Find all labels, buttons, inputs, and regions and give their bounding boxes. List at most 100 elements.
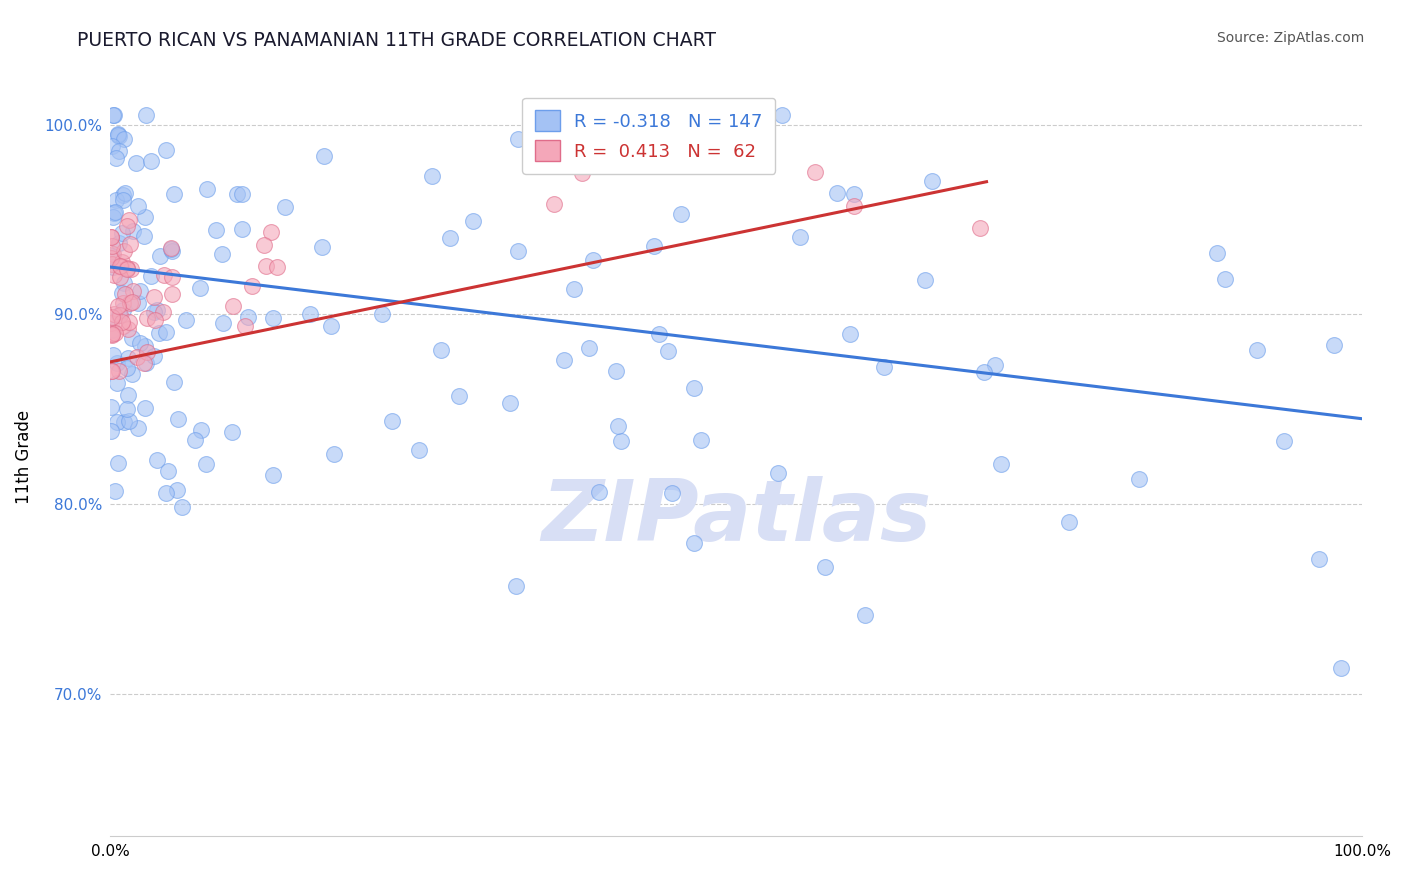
Point — [143, 305, 166, 319]
Point — [127, 199, 149, 213]
Point — [142, 349, 165, 363]
Point — [240, 279, 263, 293]
Point — [657, 343, 679, 358]
Legend: R = -0.318   N = 147, R =  0.413   N =  62: R = -0.318 N = 147, R = 0.413 N = 62 — [522, 98, 775, 174]
Point — [921, 174, 943, 188]
Point — [430, 343, 453, 358]
Point — [110, 260, 132, 274]
Point — [143, 290, 166, 304]
Point — [103, 308, 125, 322]
Point — [508, 132, 530, 146]
Point — [108, 259, 131, 273]
Point — [262, 311, 284, 326]
Point — [105, 376, 128, 390]
Point — [155, 325, 177, 339]
Point — [166, 483, 188, 497]
Point — [254, 260, 277, 274]
Point — [103, 108, 125, 122]
Point — [100, 424, 122, 438]
Point — [100, 252, 122, 266]
Point — [627, 137, 650, 152]
Point — [101, 364, 124, 378]
Point — [100, 139, 122, 153]
Point — [101, 326, 124, 341]
Point — [117, 322, 139, 336]
Point — [100, 230, 122, 244]
Point — [160, 241, 183, 255]
Point — [381, 414, 404, 428]
Point — [112, 244, 135, 259]
Point — [221, 425, 243, 440]
Point — [610, 434, 633, 449]
Point — [101, 310, 124, 325]
Point — [115, 361, 138, 376]
Point — [107, 457, 129, 471]
Point — [682, 536, 704, 550]
Point — [231, 221, 253, 235]
Point — [581, 253, 603, 268]
Point — [128, 336, 150, 351]
Point — [103, 108, 125, 122]
Point — [969, 221, 991, 235]
Point — [188, 281, 211, 295]
Point — [266, 260, 288, 274]
Point — [643, 239, 665, 253]
Point — [121, 295, 143, 310]
Point — [543, 197, 565, 211]
Point — [838, 326, 860, 341]
Point — [145, 453, 167, 467]
Point — [1215, 271, 1237, 285]
Point — [789, 230, 811, 244]
Point — [118, 236, 141, 251]
Point — [973, 365, 995, 379]
Point — [190, 423, 212, 437]
Point — [253, 238, 276, 252]
Point — [314, 148, 336, 162]
Point — [122, 284, 145, 298]
Point — [461, 214, 484, 228]
Point — [408, 443, 430, 458]
Point — [1308, 552, 1330, 566]
Point — [155, 143, 177, 157]
Point — [1323, 338, 1346, 352]
Point — [108, 235, 131, 250]
Point — [170, 500, 193, 515]
Point — [607, 418, 630, 433]
Point — [107, 127, 129, 141]
Point — [420, 169, 443, 183]
Point — [100, 400, 122, 414]
Point — [983, 359, 1005, 373]
Point — [162, 287, 184, 301]
Point — [125, 156, 148, 170]
Point — [112, 132, 135, 146]
Point — [100, 364, 122, 378]
Point — [101, 260, 124, 274]
Point — [100, 326, 122, 341]
Point — [101, 238, 124, 252]
Point — [105, 356, 128, 370]
Point — [683, 381, 706, 395]
Point — [115, 219, 138, 234]
Point — [842, 199, 865, 213]
Point — [578, 341, 600, 355]
Point — [319, 318, 342, 333]
Point — [101, 348, 124, 362]
Point — [162, 244, 184, 258]
Point — [125, 350, 148, 364]
Point — [114, 276, 136, 290]
Point — [990, 457, 1012, 471]
Point — [605, 364, 627, 378]
Point — [111, 315, 134, 329]
Text: PUERTO RICAN VS PANAMANIAN 11TH GRADE CORRELATION CHART: PUERTO RICAN VS PANAMANIAN 11TH GRADE CO… — [77, 31, 716, 50]
Point — [814, 559, 837, 574]
Point — [135, 108, 157, 122]
Point — [1057, 516, 1080, 530]
Point — [118, 213, 141, 227]
Point — [311, 240, 333, 254]
Point — [122, 224, 145, 238]
Point — [825, 186, 848, 201]
Point — [231, 186, 253, 201]
Point — [134, 210, 156, 224]
Point — [853, 607, 876, 622]
Point — [184, 433, 207, 447]
